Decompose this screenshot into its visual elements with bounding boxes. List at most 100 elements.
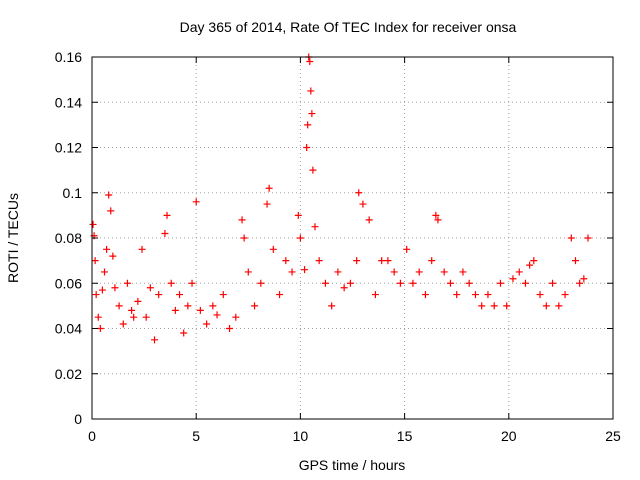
data-point (213, 311, 221, 319)
data-point (428, 257, 436, 265)
data-point (146, 284, 154, 292)
data-point (151, 336, 159, 344)
data-point (340, 284, 348, 292)
x-tick-label: 0 (88, 428, 96, 444)
x-tick-label: 20 (501, 428, 517, 444)
y-tick-label: 0.06 (55, 275, 82, 291)
data-point (355, 189, 363, 197)
data-point (115, 302, 123, 310)
data-point (89, 220, 97, 228)
data-point (432, 211, 440, 219)
data-point (107, 207, 115, 215)
data-point (328, 302, 336, 310)
x-tick-label: 25 (605, 428, 621, 444)
data-point (571, 257, 579, 265)
data-point (521, 279, 529, 287)
data-point (134, 297, 142, 305)
data-point (98, 286, 106, 294)
data-point (138, 245, 146, 253)
data-point (196, 306, 204, 314)
data-point (238, 216, 246, 224)
data-point (584, 234, 592, 242)
data-point (478, 302, 486, 310)
data-point (167, 279, 175, 287)
chart-title: Day 365 of 2014, Rate Of TEC Index for r… (180, 19, 517, 35)
data-point (306, 58, 314, 66)
data-point (353, 257, 361, 265)
data-point (301, 266, 309, 274)
grid-layer (92, 57, 613, 419)
data-point (119, 320, 127, 328)
data-points-layer (89, 53, 592, 344)
data-point (294, 211, 302, 219)
x-tick-label: 15 (397, 428, 413, 444)
data-point (484, 291, 492, 299)
data-point (446, 279, 454, 287)
data-point (180, 329, 188, 337)
data-point (105, 191, 113, 199)
y-tick-label: 0.04 (55, 321, 82, 337)
data-point (396, 279, 404, 287)
data-point (226, 325, 234, 332)
axis-ticks-layer: 0 5 10 15 20 25 0 0.02 0.04 0.06 0.08 0.1 0.12 0.14 0.… (55, 49, 621, 444)
data-point (251, 302, 259, 310)
data-point (384, 257, 392, 265)
data-point (309, 166, 317, 174)
data-point (192, 198, 200, 206)
data-point (530, 257, 538, 265)
data-point (161, 229, 169, 237)
data-point (390, 268, 398, 276)
data-point (490, 302, 498, 310)
data-point (549, 279, 557, 287)
data-point (465, 279, 473, 287)
data-point (130, 313, 138, 321)
data-point (296, 234, 304, 242)
data-point (542, 302, 550, 310)
data-point (109, 252, 117, 260)
data-point (526, 261, 534, 269)
data-point (265, 184, 273, 192)
data-point (232, 313, 240, 321)
data-point (128, 306, 136, 314)
y-tick-label: 0.14 (55, 94, 82, 110)
data-point (378, 257, 386, 265)
data-point (315, 257, 323, 265)
data-point (288, 268, 296, 276)
data-point (244, 268, 252, 276)
data-point (567, 234, 575, 242)
data-point (415, 268, 423, 276)
data-point (163, 211, 171, 219)
data-point (142, 313, 150, 321)
data-point (515, 268, 523, 276)
data-point (209, 302, 217, 310)
data-point (184, 302, 192, 310)
data-point (555, 302, 563, 310)
data-point (257, 279, 265, 287)
y-tick-label: 0.08 (55, 230, 82, 246)
data-point (403, 245, 411, 253)
y-tick-label: 0.02 (55, 366, 82, 382)
data-point (421, 291, 429, 299)
data-point (561, 291, 569, 299)
data-point (171, 306, 179, 314)
data-point (123, 279, 131, 287)
y-tick-label: 0 (74, 411, 82, 427)
x-tick-label: 5 (192, 428, 200, 444)
data-point (311, 223, 319, 231)
data-point (371, 291, 379, 299)
data-point (496, 279, 504, 287)
data-point (101, 268, 109, 276)
data-point (321, 279, 329, 287)
y-tick-label: 0.12 (55, 140, 82, 156)
data-point (176, 291, 184, 299)
data-point (269, 245, 277, 253)
data-point (509, 275, 517, 283)
data-point (434, 216, 442, 224)
data-point (580, 275, 588, 283)
data-point (359, 200, 367, 208)
data-point (240, 234, 248, 242)
data-point (94, 313, 102, 321)
data-point (188, 279, 196, 287)
y-tick-label: 0.16 (55, 49, 82, 65)
data-point (111, 284, 119, 292)
